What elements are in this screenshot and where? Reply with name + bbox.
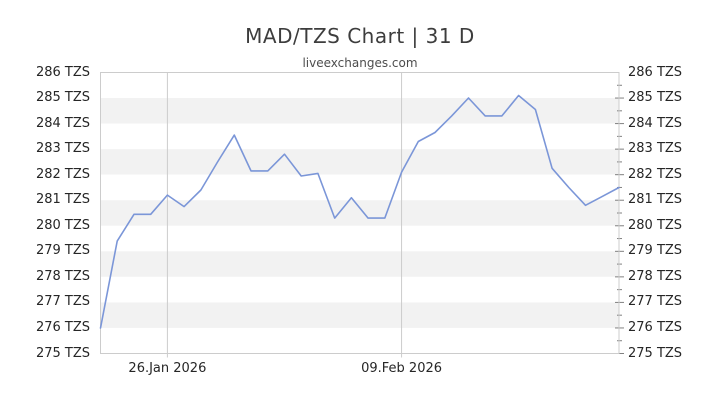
y-tick-label-left: 275 TZS [35, 345, 90, 361]
stripe-band [100, 276, 619, 303]
y-tick-label-right: 276 TZS [628, 319, 683, 335]
chart-title: MAD/TZS Chart | 31 D [245, 24, 475, 48]
y-tick-label-right: 281 TZS [628, 192, 683, 208]
y-tick-label-right: 282 TZS [628, 166, 683, 182]
y-tick-label-left: 276 TZS [35, 319, 90, 335]
y-tick-label-right: 275 TZS [628, 345, 683, 361]
y-tick-label-left: 286 TZS [35, 64, 90, 80]
y-tick-label-left: 278 TZS [35, 268, 90, 284]
stripe-band [100, 174, 619, 201]
plot-border [100, 72, 620, 354]
price-line [99, 94, 620, 329]
y-tick-label-left: 277 TZS [35, 294, 90, 310]
stripe-band [100, 149, 619, 175]
y-tick-label-right: 284 TZS [628, 115, 683, 131]
y-tick-label-right: 283 TZS [628, 141, 683, 157]
x-tick-label: 26.Jan 2026 [128, 361, 207, 376]
y-tick-label-right: 279 TZS [628, 243, 683, 259]
y-tick-label-right: 285 TZS [628, 90, 683, 106]
y-tick-label-left: 283 TZS [35, 141, 90, 157]
y-tick-label-right: 280 TZS [628, 217, 683, 233]
stripe-band [100, 327, 619, 354]
y-tick-label-left: 284 TZS [35, 115, 90, 131]
stripe-band [100, 123, 619, 150]
chart-watermark: liveexchanges.com [302, 56, 418, 70]
y-tick-label-left: 279 TZS [35, 243, 90, 259]
y-tick-label-left: 285 TZS [35, 90, 90, 106]
stripe-band [100, 251, 619, 277]
stripe-band [100, 225, 619, 252]
x-tick-label: 09.Feb 2026 [361, 361, 443, 376]
y-tick-label-left: 280 TZS [35, 217, 90, 233]
stripe-band [100, 200, 619, 226]
y-tick-label-left: 282 TZS [35, 166, 90, 182]
y-tick-label-left: 281 TZS [35, 192, 90, 208]
y-tick-label-right: 286 TZS [628, 64, 683, 80]
y-tick-label-right: 278 TZS [628, 268, 683, 284]
stripe-band [100, 72, 619, 99]
stripe-band [100, 98, 619, 124]
y-tick-label-right: 277 TZS [628, 294, 683, 310]
stripe-band [100, 302, 619, 328]
